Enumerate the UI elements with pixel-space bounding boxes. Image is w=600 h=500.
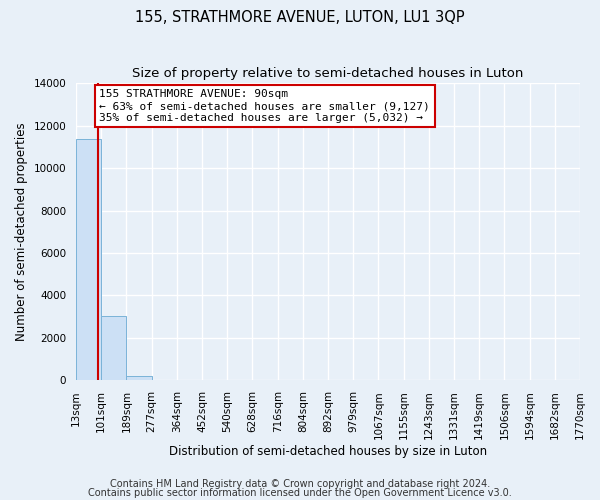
Bar [76, 140, 101, 380]
Text: Contains HM Land Registry data © Crown copyright and database right 2024.: Contains HM Land Registry data © Crown c… [110, 479, 490, 489]
Text: Contains public sector information licensed under the Open Government Licence v3: Contains public sector information licen… [88, 488, 512, 498]
X-axis label: Distribution of semi-detached houses by size in Luton: Distribution of semi-detached houses by … [169, 444, 487, 458]
Title: Size of property relative to semi-detached houses in Luton: Size of property relative to semi-detach… [133, 68, 524, 80]
Y-axis label: Number of semi-detached properties: Number of semi-detached properties [15, 122, 28, 341]
Text: 155 STRATHMORE AVENUE: 90sqm
← 63% of semi-detached houses are smaller (9,127)
3: 155 STRATHMORE AVENUE: 90sqm ← 63% of se… [100, 90, 430, 122]
Bar [101, 316, 127, 380]
Bar [127, 376, 152, 380]
Text: 155, STRATHMORE AVENUE, LUTON, LU1 3QP: 155, STRATHMORE AVENUE, LUTON, LU1 3QP [135, 10, 465, 25]
